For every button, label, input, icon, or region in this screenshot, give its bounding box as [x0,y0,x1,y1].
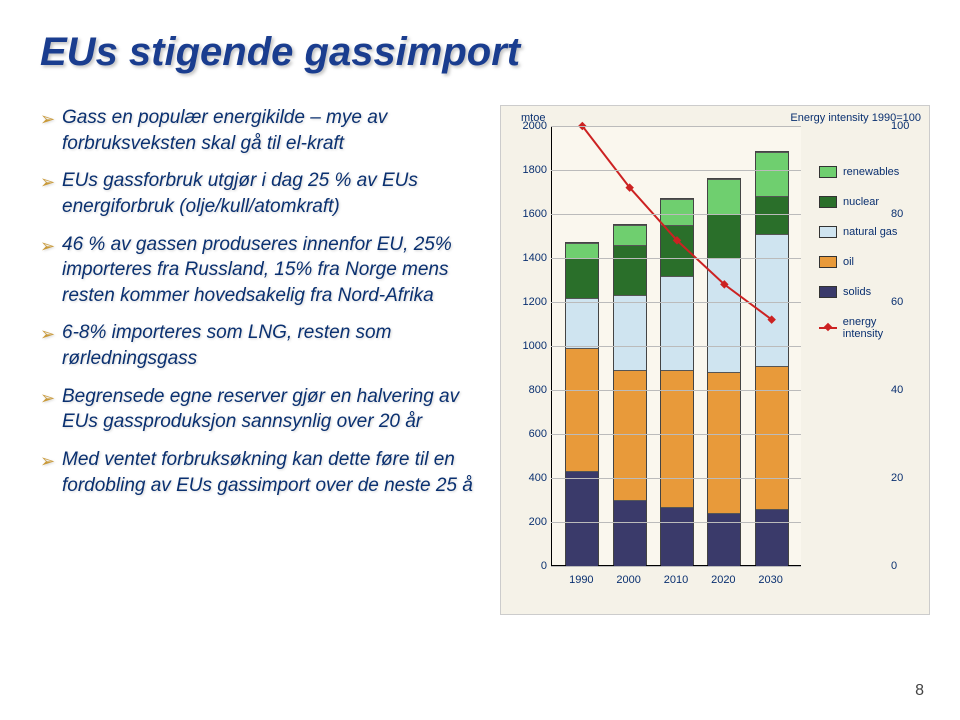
legend-line-icon [819,327,837,329]
y-tick-right: 40 [891,384,921,396]
x-tick: 2030 [751,574,791,586]
bullet-item: ➢6-8% importeres som LNG, resten som rør… [40,320,480,371]
y-tick-right: 80 [891,208,921,220]
bullet-item: ➢Med ventet forbruksøkning kan dette før… [40,447,480,498]
y-tick-left: 400 [511,472,547,484]
bullet-marker-icon: ➢ [40,168,62,194]
legend-swatch [819,256,837,268]
legend-item-intensity: energy intensity [819,316,919,340]
legend-swatch [819,226,837,238]
y-tick-right: 20 [891,472,921,484]
x-tick: 1990 [561,574,601,586]
bullet-marker-icon: ➢ [40,320,62,346]
legend-item-natural_gas: natural gas [819,226,919,238]
gridline [551,346,801,347]
y-tick-left: 1800 [511,164,547,176]
bullet-text: 46 % av gassen produseres innenfor EU, 2… [62,232,480,309]
bullet-item: ➢Begrensede egne reserver gjør en halver… [40,384,480,435]
bullet-marker-icon: ➢ [40,105,62,131]
legend: renewables nuclear natural gas oil solids ene… [819,166,919,358]
gridline [551,258,801,259]
y-tick-right: 100 [891,120,921,132]
legend-label: energy intensity [843,316,919,340]
legend-label: oil [843,256,854,268]
y-tick-left: 1400 [511,252,547,264]
bullet-text: Med ventet forbruksøkning kan dette føre… [62,447,480,498]
y-tick-left: 200 [511,516,547,528]
gridline [551,390,801,391]
bullet-list: ➢Gass en populær energikilde – mye av fo… [40,105,480,615]
bullet-item: ➢46 % av gassen produseres innenfor EU, … [40,232,480,309]
bullet-text: 6-8% importeres som LNG, resten som rørl… [62,320,480,371]
gridline [551,302,801,303]
slide: EUs stigende gassimport ➢Gass en populær… [0,0,960,720]
energy-chart: mtoe Energy intensity 1990=100 renewable… [500,105,930,615]
gridline [551,126,801,127]
page-title: EUs stigende gassimport [40,30,920,75]
x-tick: 2020 [703,574,743,586]
gridline [551,522,801,523]
gridline [551,214,801,215]
y-tick-left: 600 [511,428,547,440]
y-tick-left: 2000 [511,120,547,132]
legend-label: renewables [843,166,899,178]
legend-item-nuclear: nuclear [819,196,919,208]
bullet-text: Gass en populær energikilde – mye av for… [62,105,480,156]
x-tick: 2010 [656,574,696,586]
gridline [551,478,801,479]
legend-label: natural gas [843,226,897,238]
y-tick-left: 0 [511,560,547,572]
y-tick-right: 0 [891,560,921,572]
y-tick-right: 60 [891,296,921,308]
y-tick-left: 1000 [511,340,547,352]
content-row: ➢Gass en populær energikilde – mye av fo… [40,105,920,615]
y-tick-left: 1200 [511,296,547,308]
bullet-item: ➢Gass en populær energikilde – mye av fo… [40,105,480,156]
x-tick: 2000 [609,574,649,586]
legend-item-oil: oil [819,256,919,268]
bullet-marker-icon: ➢ [40,447,62,473]
page-number: 8 [915,682,924,700]
bullet-item: ➢EUs gassforbruk utgjør i dag 25 % av EU… [40,168,480,219]
y-tick-left: 800 [511,384,547,396]
gridline [551,434,801,435]
gridline [551,170,801,171]
legend-swatch [819,196,837,208]
bullet-marker-icon: ➢ [40,384,62,410]
legend-item-renewables: renewables [819,166,919,178]
legend-swatch [819,166,837,178]
bullet-text: Begrensede egne reserver gjør en halveri… [62,384,480,435]
legend-label: nuclear [843,196,879,208]
bullet-text: EUs gassforbruk utgjør i dag 25 % av EUs… [62,168,480,219]
gridline [551,566,801,567]
legend-swatch [819,286,837,298]
legend-label: solids [843,286,871,298]
bullet-marker-icon: ➢ [40,232,62,258]
y-tick-left: 1600 [511,208,547,220]
